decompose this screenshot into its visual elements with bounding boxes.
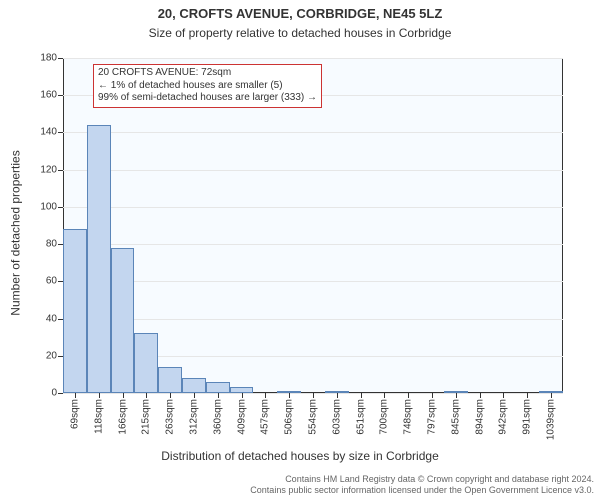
ytick-mark (58, 95, 63, 96)
footer-line-1: Contains HM Land Registry data © Crown c… (250, 474, 594, 485)
xtick-mark (242, 393, 243, 398)
xtick-mark (99, 393, 100, 398)
xtick-label: 506sqm (284, 399, 295, 435)
footer-line-2: Contains public sector information licen… (250, 485, 594, 496)
xtick-mark (313, 393, 314, 398)
xtick-label: 651sqm (355, 399, 366, 435)
xtick-mark (456, 393, 457, 398)
xtick-mark (408, 393, 409, 398)
ytick-label: 0 (51, 388, 57, 399)
xtick-label: 700sqm (379, 399, 390, 435)
ytick-mark (58, 58, 63, 59)
axis-line (562, 58, 563, 393)
xtick-mark (75, 393, 76, 398)
bar (111, 248, 135, 393)
grid-line (63, 132, 563, 133)
ytick-label: 60 (46, 276, 57, 287)
annotation-line: 99% of semi-detached houses are larger (… (98, 92, 317, 105)
grid-line (63, 58, 563, 59)
xtick-label: 748sqm (403, 399, 414, 435)
xtick-label: 69sqm (69, 399, 80, 429)
bar (182, 378, 206, 393)
annotation-box: 20 CROFTS AVENUE: 72sqm← 1% of detached … (93, 64, 322, 108)
annotation-line: 20 CROFTS AVENUE: 72sqm (98, 67, 317, 80)
ytick-label: 160 (40, 90, 57, 101)
xtick-label: 166sqm (117, 399, 128, 435)
ytick-mark (58, 207, 63, 208)
xtick-mark (337, 393, 338, 398)
xtick-mark (384, 393, 385, 398)
ytick-mark (58, 170, 63, 171)
x-axis-label: Distribution of detached houses by size … (0, 449, 600, 463)
footer-credits: Contains HM Land Registry data © Crown c… (250, 474, 594, 496)
xtick-mark (432, 393, 433, 398)
xtick-label: 991sqm (522, 399, 533, 435)
xtick-label: 409sqm (236, 399, 247, 435)
xtick-mark (218, 393, 219, 398)
chart-subtitle: Size of property relative to detached ho… (0, 26, 600, 40)
xtick-mark (289, 393, 290, 398)
xtick-label: 554sqm (308, 399, 319, 435)
xtick-label: 263sqm (165, 399, 176, 435)
chart-container: 20, CROFTS AVENUE, CORBRIDGE, NE45 5LZ S… (0, 0, 600, 500)
xtick-label: 118sqm (93, 399, 104, 434)
ytick-mark (58, 132, 63, 133)
ytick-mark (58, 393, 63, 394)
xtick-mark (146, 393, 147, 398)
chart-title: 20, CROFTS AVENUE, CORBRIDGE, NE45 5LZ (0, 6, 600, 21)
y-axis-label: Number of detached properties (8, 65, 22, 400)
grid-line (63, 170, 563, 171)
bar (134, 333, 158, 393)
xtick-mark (265, 393, 266, 398)
ytick-label: 120 (40, 164, 57, 175)
bar (87, 125, 111, 393)
xtick-label: 1039sqm (546, 399, 557, 440)
xtick-mark (123, 393, 124, 398)
grid-line (63, 244, 563, 245)
grid-line (63, 281, 563, 282)
xtick-label: 215sqm (141, 399, 152, 435)
ytick-label: 80 (46, 239, 57, 250)
xtick-label: 312sqm (188, 399, 199, 435)
ytick-label: 40 (46, 313, 57, 324)
ytick-label: 20 (46, 350, 57, 361)
grid-line (63, 207, 563, 208)
xtick-mark (170, 393, 171, 398)
ytick-label: 100 (40, 201, 57, 212)
bar (63, 229, 87, 393)
xtick-mark (551, 393, 552, 398)
xtick-mark (361, 393, 362, 398)
ytick-label: 140 (40, 127, 57, 138)
xtick-mark (194, 393, 195, 398)
xtick-label: 603sqm (331, 399, 342, 435)
xtick-label: 457sqm (260, 399, 271, 435)
bar (158, 367, 182, 393)
xtick-label: 894sqm (474, 399, 485, 435)
plot-area: 02040608010012014016018069sqm118sqm166sq… (63, 58, 563, 393)
xtick-label: 797sqm (427, 399, 438, 435)
bar (206, 382, 230, 393)
xtick-mark (480, 393, 481, 398)
grid-line (63, 319, 563, 320)
ytick-label: 180 (40, 53, 57, 64)
xtick-label: 360sqm (212, 399, 223, 435)
xtick-label: 942sqm (498, 399, 509, 435)
xtick-mark (503, 393, 504, 398)
annotation-line: ← 1% of detached houses are smaller (5) (98, 80, 317, 93)
xtick-mark (527, 393, 528, 398)
xtick-label: 845sqm (450, 399, 461, 435)
